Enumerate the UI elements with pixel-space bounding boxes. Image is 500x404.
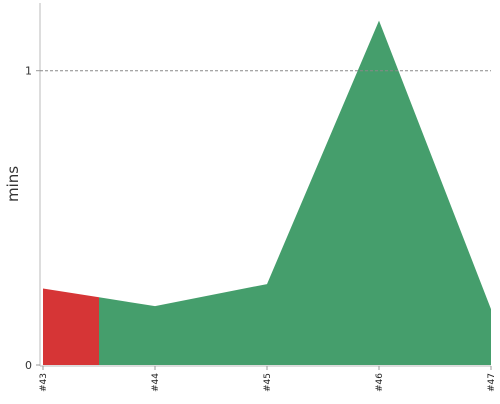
x-tick-label: #47 [487, 373, 497, 392]
x-tick-label: #46 [375, 373, 385, 392]
area-layer [43, 20, 491, 365]
y-tick-label: 0 [25, 359, 32, 372]
failed-area-segment [43, 288, 99, 365]
y-ticks: 01 [25, 65, 40, 372]
x-tick-label: #43 [39, 373, 49, 392]
x-tick-label: #44 [151, 373, 161, 392]
x-tick-label: #45 [263, 373, 273, 392]
axis-layer [39, 3, 491, 367]
x-ticks: #43 #44 #45 #46 #47 [39, 366, 497, 392]
y-tick-label: 1 [25, 65, 32, 78]
success-area-segment [99, 20, 491, 365]
y-axis-label: mins [4, 166, 22, 202]
